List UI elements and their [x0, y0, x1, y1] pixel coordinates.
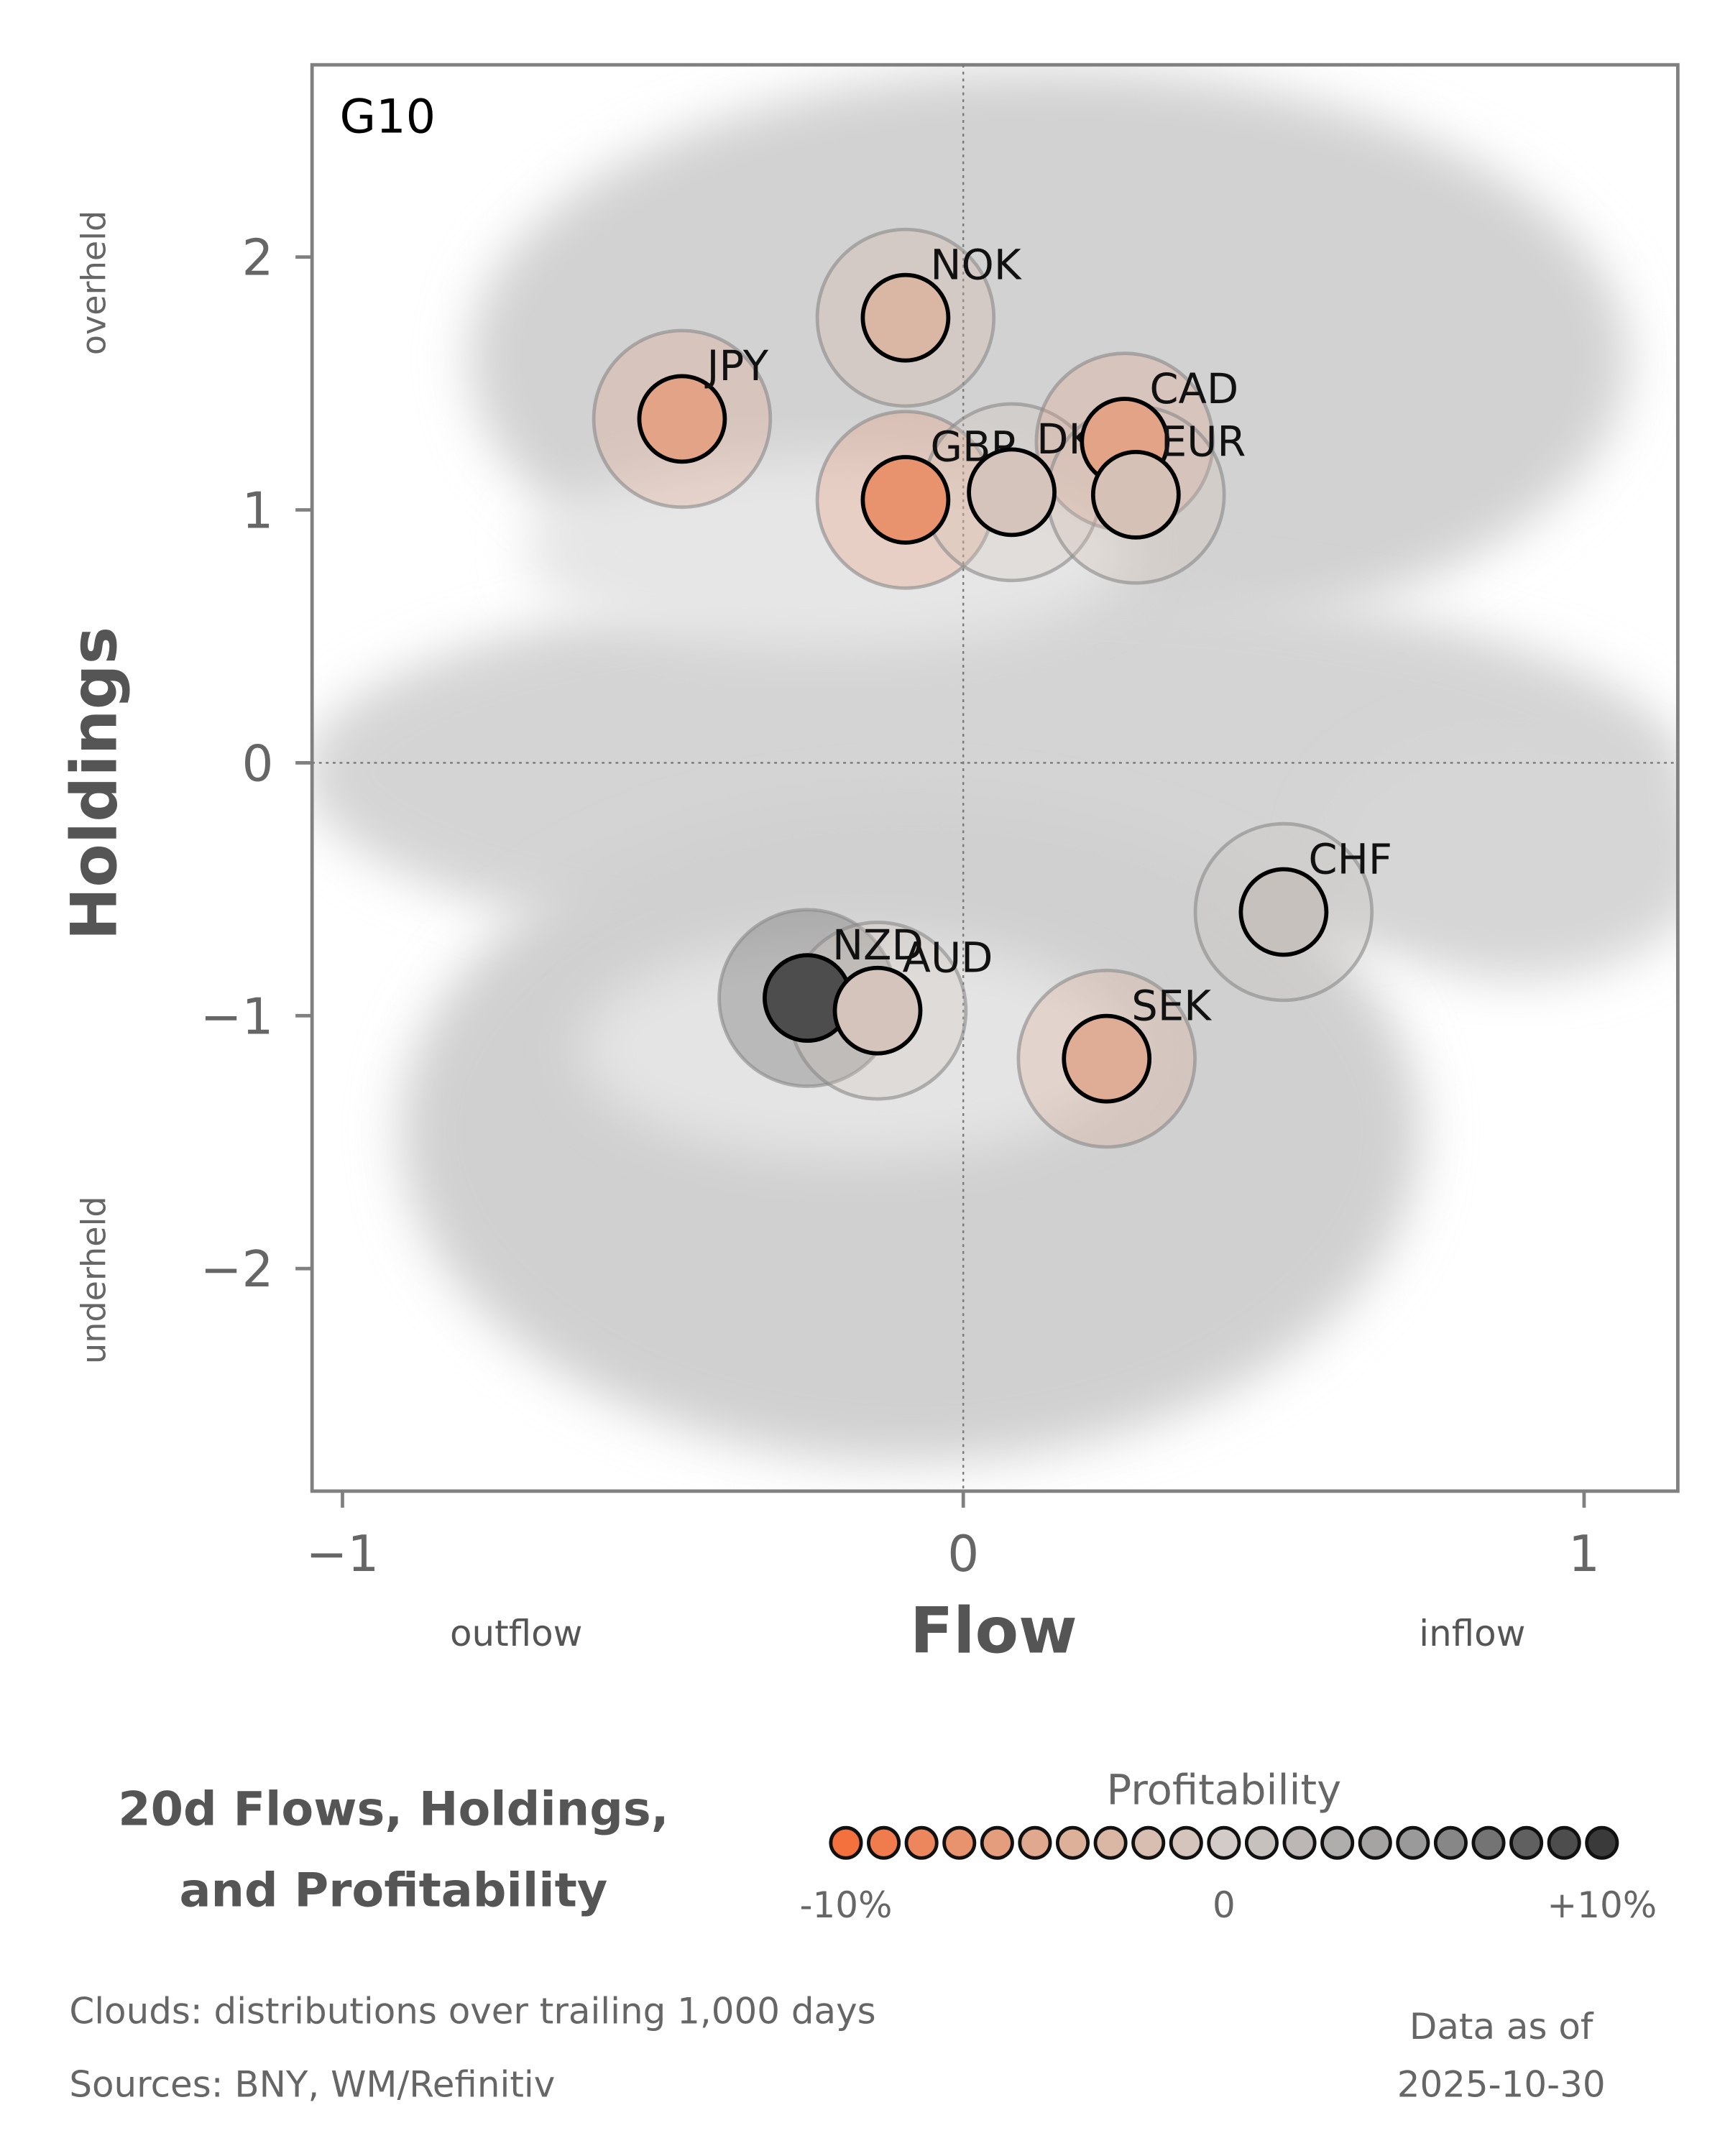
point: [832, 965, 923, 1056]
colorbar-dot: [980, 1825, 1014, 1860]
colorbar-tick-label: +10%: [1547, 1884, 1657, 1926]
y-tick-label: 0: [242, 735, 273, 793]
point: [1238, 867, 1329, 957]
panel-label: G10: [340, 89, 436, 144]
point-label: CHF: [1308, 835, 1392, 883]
colorbar-dot: [1585, 1825, 1619, 1860]
plot-frame: [310, 63, 1680, 1493]
point-label: AUD: [903, 934, 993, 982]
point: [1062, 1013, 1152, 1104]
note: Clouds: distributions over trailing 1,00…: [69, 1991, 875, 2032]
colorbar-dot: [1282, 1825, 1317, 1860]
y-low-label: underheld: [74, 1196, 113, 1364]
colorbar-dot: [942, 1825, 977, 1860]
x-tick-label: 1: [1568, 1526, 1600, 1583]
y-tick-label: −1: [201, 988, 274, 1046]
y-tick-label: 2: [242, 230, 273, 287]
colorbar-dot: [1244, 1825, 1279, 1860]
x-low-label: outflow: [450, 1613, 582, 1654]
colorbar-dot: [1433, 1825, 1468, 1860]
point-label: EUR: [1161, 418, 1246, 466]
colorbar-dot: [1547, 1825, 1581, 1860]
colorbar-dot: [829, 1825, 863, 1860]
colorbar-dot: [1056, 1825, 1090, 1860]
cloud: [1325, 731, 1678, 980]
colorbar-dot: [1320, 1825, 1355, 1860]
y-tick-label: 1: [242, 482, 273, 540]
point-label: NZD: [832, 921, 924, 969]
colorbar-dot: [1131, 1825, 1166, 1860]
x-tick-label: −1: [306, 1526, 380, 1583]
colorbar-dot: [1358, 1825, 1392, 1860]
colorbar-dot: [1509, 1825, 1544, 1860]
point: [860, 272, 951, 363]
colorbar-dot: [904, 1825, 939, 1860]
asof: Data as of: [1409, 2006, 1594, 2047]
colorbar: -10% 0 +10%: [800, 1825, 1657, 1926]
colorbar-dot: [1471, 1825, 1506, 1860]
title-line: and Profitability: [179, 1864, 607, 1918]
clouds: [312, 68, 1678, 1462]
colorbar-dot: [867, 1825, 901, 1860]
note: Sources: BNY, WM/Refinitiv: [69, 2063, 555, 2105]
point: [1090, 450, 1181, 540]
x-high-label: inflow: [1419, 1613, 1525, 1654]
colorbar-title: Profitability: [1107, 1766, 1342, 1815]
point-label: SEK: [1131, 982, 1212, 1030]
point: [860, 455, 951, 545]
point: [637, 374, 727, 464]
colorbar-tick-label: 0: [1213, 1884, 1236, 1926]
colorbar-dot: [1396, 1825, 1430, 1860]
colorbar-dot: [1207, 1825, 1241, 1860]
x-tick-label: 0: [947, 1526, 979, 1583]
point-label: CAD: [1149, 365, 1238, 413]
point-label: NOK: [930, 241, 1021, 289]
point: [967, 447, 1057, 538]
y-tick-label: −2: [201, 1241, 274, 1299]
x-axis-label: Flow: [910, 1593, 1077, 1667]
colorbar-dot: [1169, 1825, 1203, 1860]
colorbar-dot: [1093, 1825, 1128, 1860]
colorbar-dot: [1018, 1825, 1052, 1860]
point-label: JPY: [704, 342, 768, 390]
asof: 2025-10-30: [1397, 2063, 1606, 2105]
y-axis-label: Holdings: [58, 627, 132, 941]
title-line: 20d Flows, Holdings,: [118, 1782, 668, 1836]
colorbar-tick-label: -10%: [800, 1884, 893, 1926]
y-high-label: overheld: [74, 211, 113, 355]
